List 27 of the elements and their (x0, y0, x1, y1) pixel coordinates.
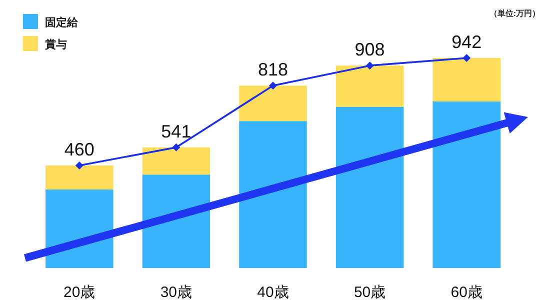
data-label: 541 (161, 121, 192, 142)
bar (239, 121, 307, 268)
point (172, 143, 180, 152)
legend-label: 賞与 (45, 38, 67, 51)
bar (142, 147, 210, 175)
point (269, 82, 277, 90)
x-tick-label: 30歳 (160, 284, 192, 301)
bar (239, 86, 307, 122)
bar (336, 106, 404, 268)
point (366, 62, 374, 70)
data-label: 908 (354, 40, 385, 60)
bar (432, 58, 500, 102)
x-tick-label: 50歳 (354, 284, 386, 301)
point (75, 161, 84, 170)
bar (336, 66, 404, 107)
annotation: （単位:万円） (489, 9, 540, 18)
x-tick-label: 40歳 (257, 284, 289, 301)
bar (46, 165, 114, 190)
bar (432, 101, 500, 268)
data-label: 942 (452, 32, 482, 52)
bar (142, 174, 210, 268)
data-label: 818 (258, 60, 288, 80)
x-tick-label: 60歳 (450, 284, 482, 301)
x-tick-label: 20歳 (64, 284, 96, 301)
legend-label: 固定給 (45, 16, 79, 29)
data-label: 460 (64, 139, 94, 160)
point (462, 54, 471, 62)
